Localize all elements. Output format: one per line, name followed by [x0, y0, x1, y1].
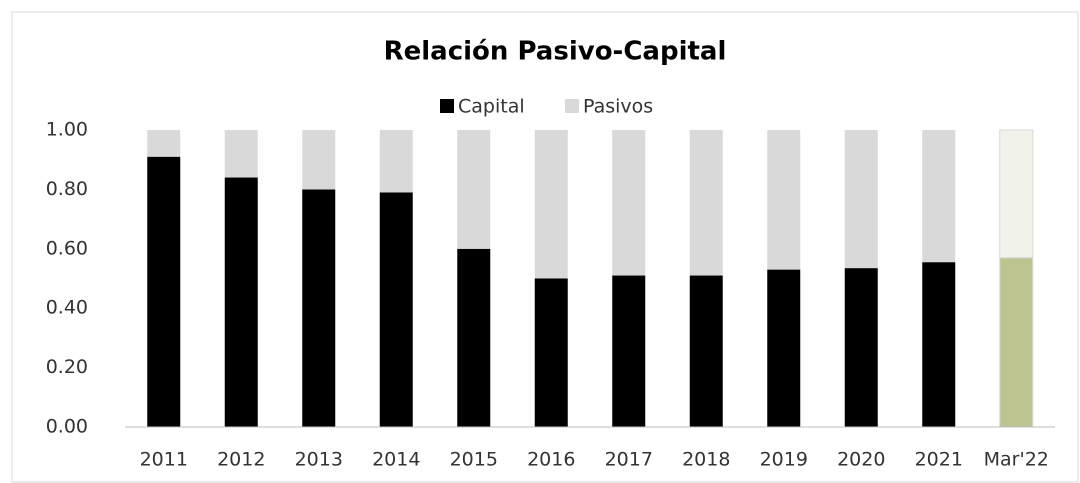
bar-segment [224, 177, 258, 427]
bar-segment [767, 269, 801, 427]
bar-segment [457, 130, 491, 249]
bar-segment [379, 130, 413, 193]
x-tick-label: 2017 [605, 449, 653, 471]
legend-swatch [565, 99, 579, 113]
bar-segment [922, 262, 956, 427]
y-tick-label: 0.00 [46, 416, 88, 438]
bar-segment [457, 248, 491, 427]
bar-segment [379, 192, 413, 427]
bar-segment [844, 268, 878, 427]
x-tick-label: 2014 [372, 449, 420, 471]
y-tick-label: 1.00 [46, 119, 88, 141]
bar-segment [612, 130, 646, 276]
bar-segment [224, 130, 258, 178]
legend-label: Pasivos [583, 96, 653, 118]
x-tick-label: 2013 [295, 449, 343, 471]
x-tick-label: Mar'22 [984, 449, 1049, 471]
bar-segment [534, 278, 568, 427]
y-tick-label: 0.60 [46, 237, 88, 259]
bar-segment [922, 130, 956, 263]
bar-segment [302, 189, 336, 427]
bar-segment [612, 275, 646, 427]
legend-label: Capital [458, 96, 525, 118]
x-tick-label: 2018 [682, 449, 730, 471]
bar-segment [302, 130, 336, 190]
bar-segment [689, 130, 723, 276]
bar-segment [999, 257, 1034, 428]
bar-segment [844, 130, 878, 269]
x-tick-label: 2021 [915, 449, 963, 471]
bar-segment [767, 130, 801, 270]
x-tick-label: 2015 [450, 449, 498, 471]
x-tick-label: 2016 [527, 449, 575, 471]
bar-segment [999, 129, 1034, 259]
bar-segment [147, 130, 181, 157]
bar-segment [689, 275, 723, 427]
y-tick-label: 0.40 [46, 297, 88, 319]
x-tick-label: 2012 [217, 449, 265, 471]
bar-segment [534, 130, 568, 279]
x-tick-label: 2011 [140, 449, 188, 471]
x-tick-label: 2019 [760, 449, 808, 471]
bar-segment [147, 156, 181, 428]
y-tick-label: 0.80 [46, 178, 88, 200]
y-tick-label: 0.20 [46, 356, 88, 378]
x-tick-label: 2020 [837, 449, 885, 471]
legend-swatch [440, 99, 454, 113]
chart-title: Relación Pasivo-Capital [384, 37, 727, 67]
